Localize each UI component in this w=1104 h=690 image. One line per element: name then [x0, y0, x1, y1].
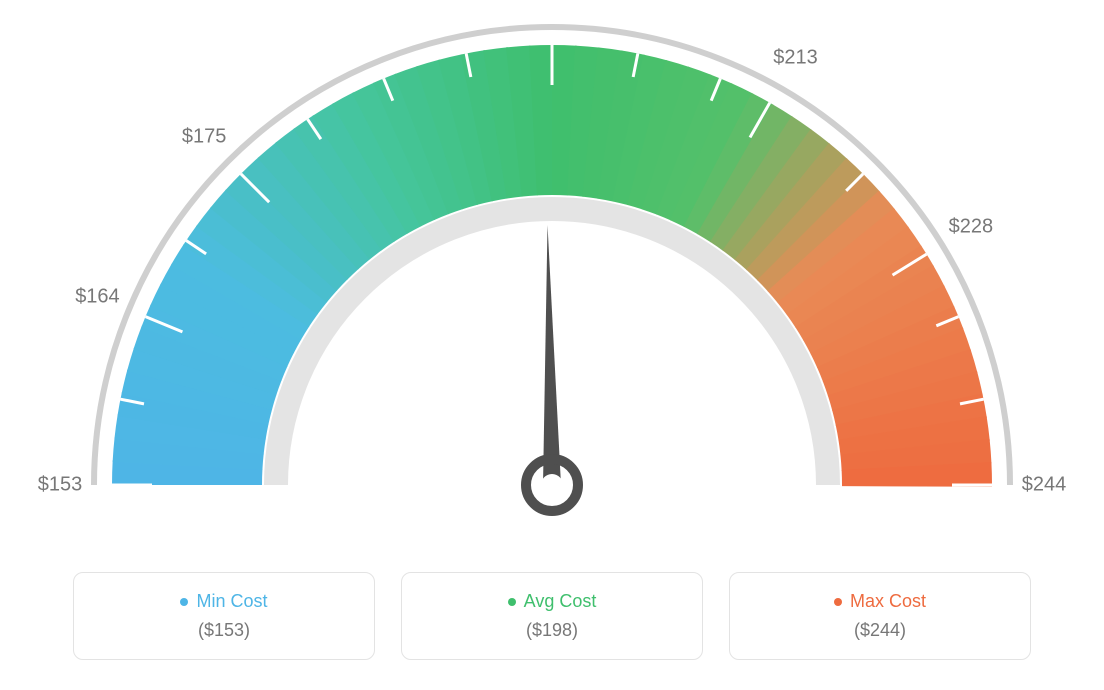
tick-label: $164 [75, 285, 120, 308]
legend-avg-value: ($198) [526, 620, 578, 641]
tick-label: $244 [1022, 474, 1067, 497]
legend-min-dot [180, 598, 188, 606]
legend-card-max: Max Cost ($244) [729, 572, 1031, 660]
legend-max-dot [834, 598, 842, 606]
legend-min-value: ($153) [198, 620, 250, 641]
gauge-svg [0, 0, 1104, 560]
legend-avg-top: Avg Cost [508, 591, 597, 612]
tick-label: $175 [182, 126, 227, 149]
cost-gauge-chart: $153 $164 $175 $198 $213 $228 $244 Min Cost ($… [0, 0, 1104, 690]
tick-label: $213 [773, 46, 818, 69]
gauge-area: $153 $164 $175 $198 $213 $228 $244 [0, 0, 1104, 540]
legend-min-top: Min Cost [180, 591, 267, 612]
legend-max-top: Max Cost [834, 591, 926, 612]
legend-max-label: Max Cost [850, 591, 926, 612]
tick-label: $198 [530, 0, 575, 5]
legend-avg-label: Avg Cost [524, 591, 597, 612]
tick-label: $153 [38, 474, 83, 497]
legend-avg-dot [508, 598, 516, 606]
gauge-needle [526, 225, 578, 511]
legend-min-label: Min Cost [196, 591, 267, 612]
tick-label: $228 [949, 215, 994, 238]
legend-row: Min Cost ($153) Avg Cost ($198) Max Cost… [0, 572, 1104, 660]
legend-card-min: Min Cost ($153) [73, 572, 375, 660]
legend-card-avg: Avg Cost ($198) [401, 572, 703, 660]
legend-max-value: ($244) [854, 620, 906, 641]
